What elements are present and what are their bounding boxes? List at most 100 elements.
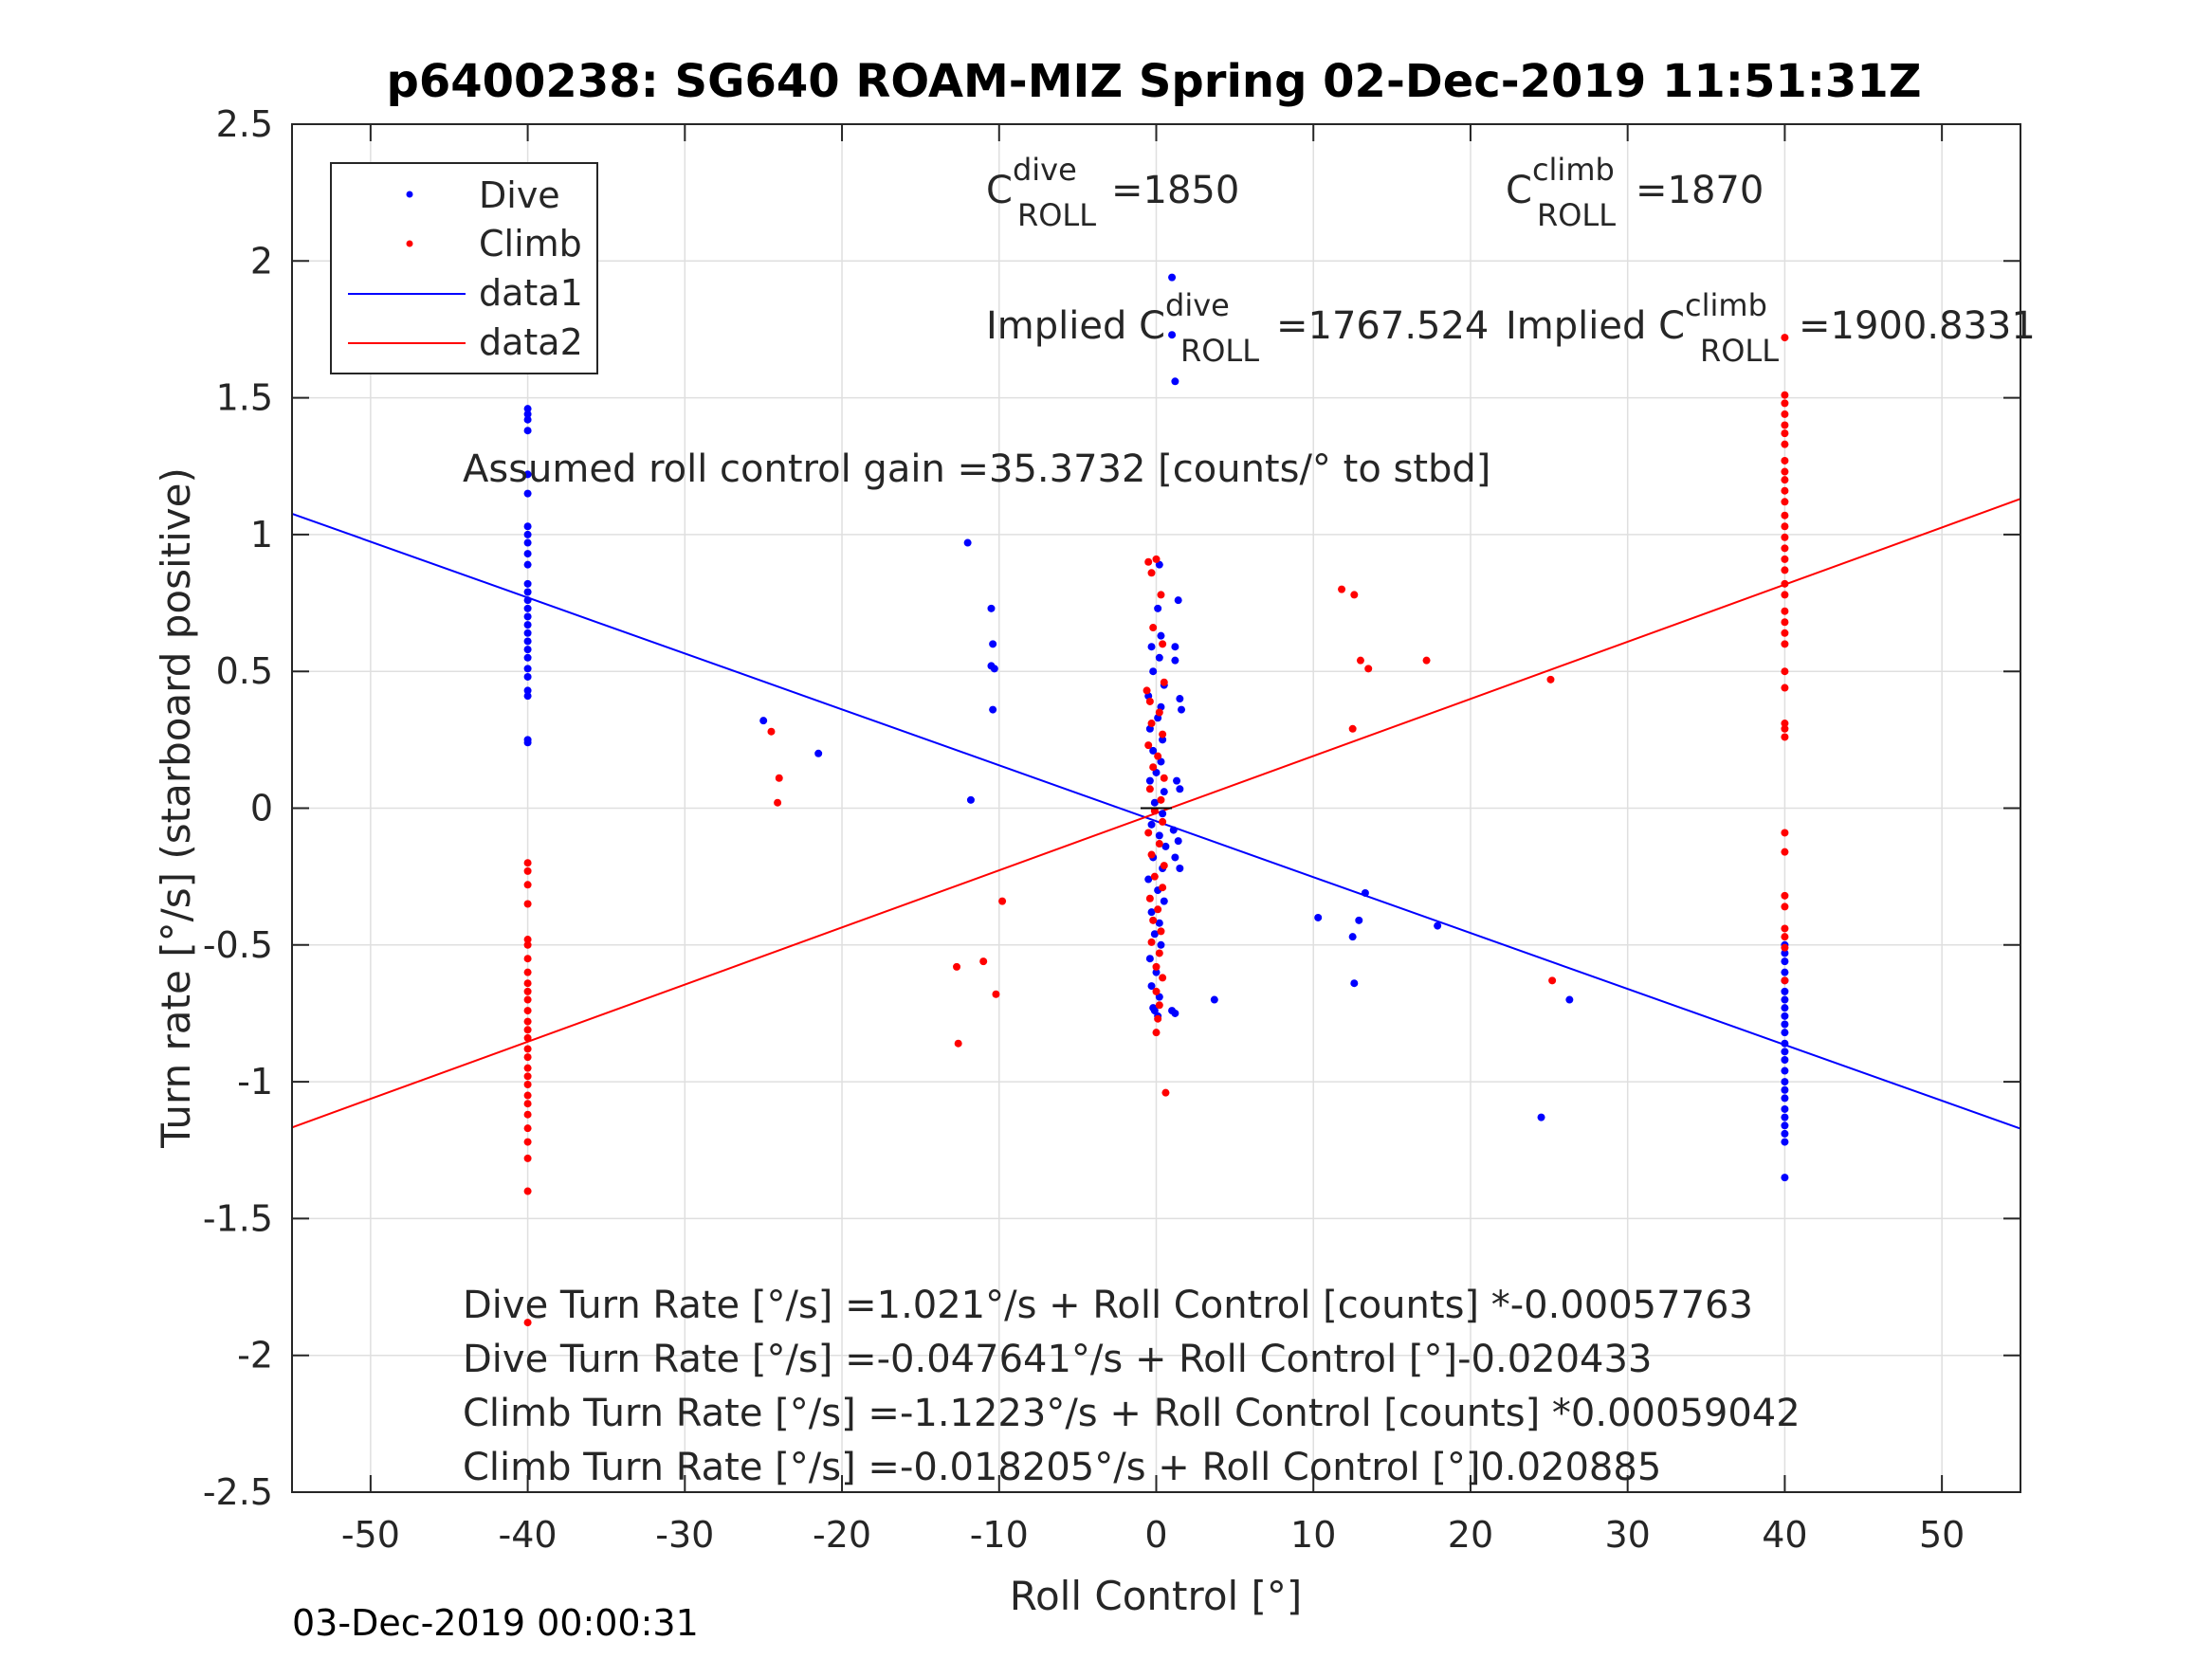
point-climb (1781, 607, 1789, 615)
point-dive (1154, 604, 1162, 612)
point-climb (523, 1033, 532, 1042)
point-climb (523, 979, 532, 988)
point-climb (1781, 440, 1789, 448)
point-climb (523, 936, 532, 944)
point-dive (523, 686, 532, 695)
x-tick-label: -10 (970, 1514, 1029, 1556)
point-climb (523, 1124, 532, 1133)
point-dive (1145, 955, 1154, 963)
legend-label-climb: Climb (479, 223, 582, 264)
point-dive (523, 522, 532, 531)
point-climb (953, 962, 961, 971)
point-climb (1149, 916, 1158, 924)
y-tick-label: -2 (237, 1335, 273, 1376)
point-dive (1159, 736, 1167, 744)
point-dive (989, 705, 997, 714)
x-tick-label: -40 (499, 1514, 558, 1556)
point-climb (523, 1319, 532, 1327)
point-dive (1176, 864, 1184, 872)
legend-box (330, 162, 598, 374)
point-dive (1781, 995, 1789, 1004)
legend: Dive Climb data1 data2 (330, 162, 598, 374)
point-climb (1781, 848, 1789, 856)
annotation-implied-dive: Implied Cdive ROLL =1767.524 (986, 287, 1489, 369)
point-climb (1160, 678, 1168, 686)
point-climb (523, 1017, 532, 1026)
point-climb (523, 1154, 532, 1162)
point-climb (1781, 476, 1789, 484)
x-tick-label: 20 (1448, 1514, 1493, 1556)
point-climb (1781, 629, 1789, 637)
point-dive (1314, 913, 1323, 921)
point-dive (523, 672, 532, 681)
point-climb (1781, 829, 1789, 837)
point-climb (1781, 733, 1789, 741)
point-dive (1168, 273, 1177, 282)
point-dive (1147, 820, 1156, 829)
point-climb (1781, 334, 1789, 342)
point-climb (1781, 391, 1789, 399)
point-climb (1152, 987, 1161, 995)
point-dive (1171, 1009, 1179, 1017)
point-dive (1350, 979, 1359, 988)
point-climb (1356, 656, 1364, 665)
point-climb (1781, 544, 1789, 553)
point-dive (523, 646, 532, 654)
point-climb (1781, 720, 1789, 728)
y-tick-label: 2.5 (216, 103, 273, 145)
point-climb (1150, 872, 1159, 881)
point-climb (1159, 640, 1167, 648)
point-dive (1155, 919, 1163, 927)
point-dive (1145, 776, 1154, 785)
y-tick-label: -1.5 (203, 1197, 273, 1239)
point-climb (1157, 795, 1165, 804)
point-dive (1781, 1004, 1789, 1012)
point-dive (1781, 1039, 1789, 1048)
point-dive (1348, 933, 1357, 941)
footer-timestamp: 03-Dec-2019 00:00:31 (292, 1602, 699, 1644)
point-dive (1169, 826, 1178, 834)
point-dive (523, 538, 532, 547)
point-dive (523, 560, 532, 569)
y-tick-label: 1 (250, 514, 273, 556)
x-tick-label: 40 (1762, 1514, 1807, 1556)
point-dive (1144, 875, 1153, 884)
point-dive (1157, 631, 1165, 640)
point-dive (987, 604, 996, 612)
point-dive (523, 550, 532, 558)
point-climb (1149, 763, 1158, 772)
point-dive (1781, 1121, 1789, 1130)
point-climb (1152, 555, 1161, 563)
point-dive (814, 749, 823, 757)
point-climb (1781, 933, 1789, 941)
c-dive-value: =1850 (1111, 169, 1239, 212)
point-dive (1171, 643, 1179, 651)
x-tick-label: 30 (1605, 1514, 1651, 1556)
point-climb (1144, 829, 1153, 837)
x-tick-label: -20 (813, 1514, 871, 1556)
y-axis-label: Turn rate [°/s] (starboard positive) (153, 467, 199, 1149)
point-dive (1781, 1174, 1789, 1182)
point-dive (989, 640, 997, 648)
point-dive (523, 621, 532, 629)
point-dive (1149, 667, 1158, 676)
point-climb (1781, 640, 1789, 648)
point-climb (523, 1138, 532, 1146)
point-climb (523, 987, 532, 995)
c-dive-sup: dive (1013, 152, 1077, 188)
point-climb (954, 1039, 962, 1048)
point-climb (1157, 591, 1165, 599)
annotation-gain: Assumed roll control gain =35.3732 [coun… (463, 447, 1490, 491)
point-dive (1781, 1113, 1789, 1121)
point-dive (523, 692, 532, 701)
point-dive (523, 530, 532, 538)
point-climb (1159, 974, 1167, 982)
point-dive (1361, 888, 1369, 897)
point-climb (1155, 949, 1163, 957)
point-climb (523, 1072, 532, 1081)
point-climb (523, 881, 532, 889)
